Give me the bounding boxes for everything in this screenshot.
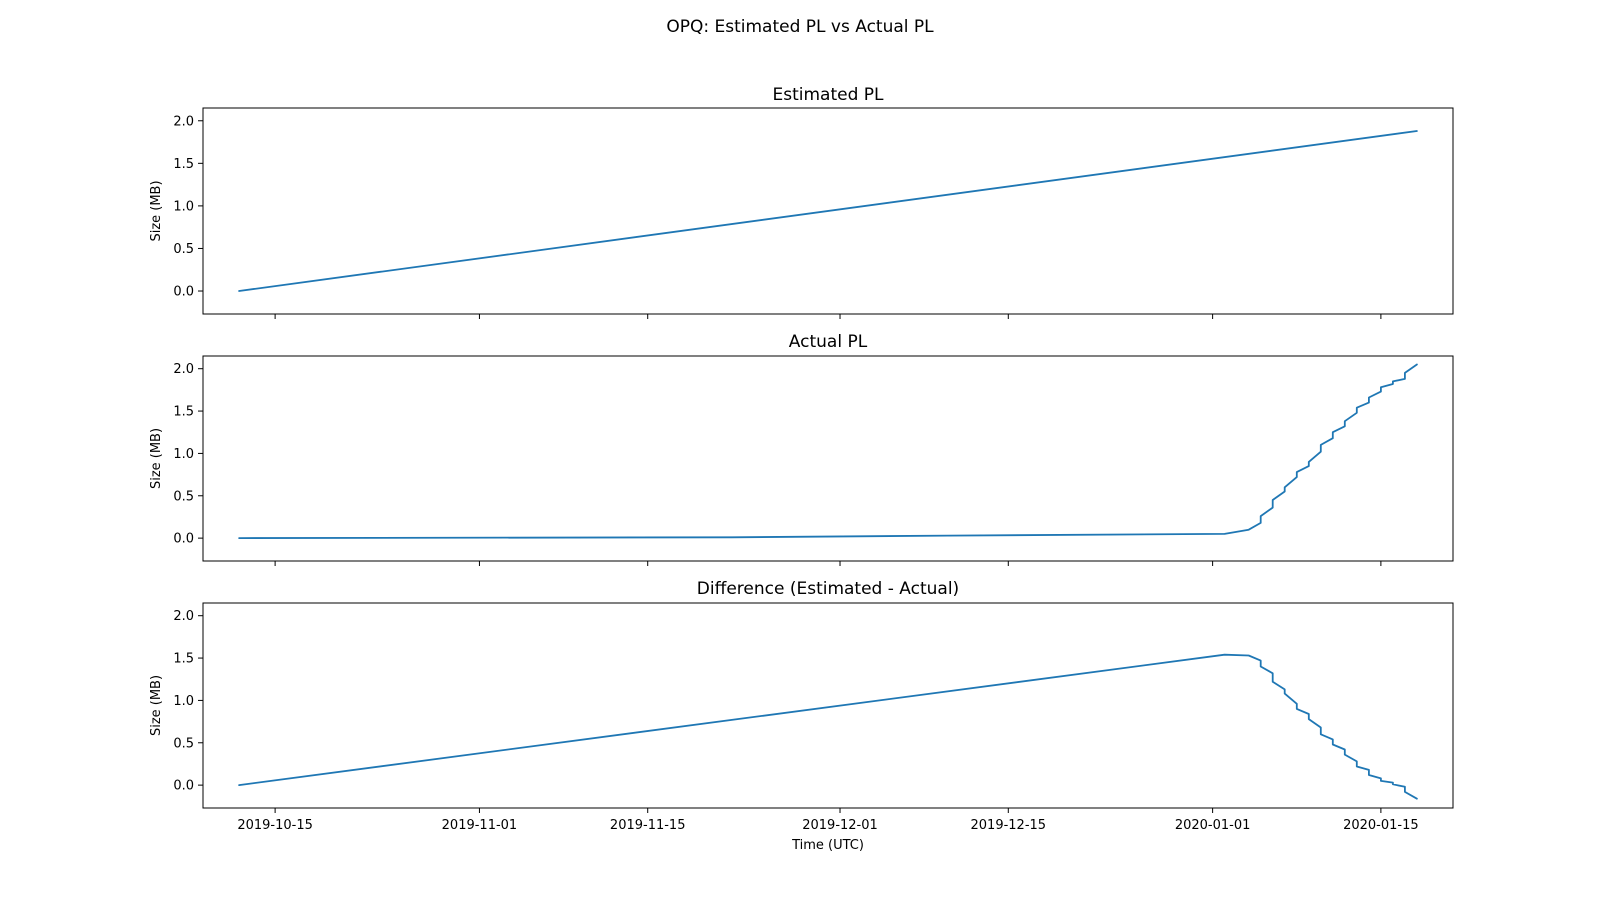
x-tick-label: 2019-12-15 [971, 818, 1047, 833]
x-tick-label: 2019-11-15 [610, 818, 686, 833]
series-line-1 [238, 653, 1418, 800]
y-tick-label: 0.0 [173, 532, 194, 547]
figure-title: OPQ: Estimated PL vs Actual PL [666, 17, 934, 37]
y-tick-label: 1.5 [173, 652, 194, 667]
x-tick-label: 2019-12-01 [802, 818, 878, 833]
y-tick-label: 1.0 [173, 447, 194, 462]
x-tick-label: 2020-01-15 [1343, 818, 1419, 833]
y-tick-label: 1.0 [173, 199, 194, 214]
subplot-3: Difference (Estimated - Actual) Size (MB)… [149, 579, 1454, 833]
x-tick-label: 2019-10-15 [237, 818, 313, 833]
y-tick-label: 0.5 [173, 489, 194, 504]
axes-frame [202, 602, 1454, 809]
y-axis-label: Size (MB) [149, 428, 164, 489]
y-tick-label: 2.0 [173, 114, 194, 129]
series-line-1 [238, 363, 1418, 539]
axes-frame [202, 107, 1454, 315]
y-tick-label: 1.5 [173, 405, 194, 420]
subplot-2: Actual PL Size (MB) 0.0 0.5 1.0 1.5 2.0 [149, 332, 1454, 566]
y-tick-label: 0.5 [173, 736, 194, 751]
y-tick-label: 0.0 [173, 285, 194, 300]
y-tick-label: 0.0 [173, 779, 194, 794]
y-tick-label: 2.0 [173, 609, 194, 624]
series-line-1 [238, 130, 1418, 292]
y-tick-label: 2.0 [173, 362, 194, 377]
subplot-title: Estimated PL [772, 85, 884, 105]
axes-frame [202, 355, 1454, 562]
subplot-title: Difference (Estimated - Actual) [697, 579, 959, 599]
y-axis-label: Size (MB) [149, 675, 164, 736]
y-tick-label: 0.5 [173, 242, 194, 257]
x-tick-label: 2020-01-01 [1175, 818, 1251, 833]
y-tick-label: 1.0 [173, 694, 194, 709]
y-tick-label: 1.5 [173, 157, 194, 172]
subplot-1: Estimated PL Size (MB) 0.0 0.5 1.0 1.5 2.0 [149, 85, 1454, 319]
x-tick-label: 2019-11-01 [442, 818, 518, 833]
subplot-title: Actual PL [789, 332, 868, 352]
y-axis-label: Size (MB) [149, 180, 164, 241]
x-axis-label: Time (UTC) [791, 838, 864, 853]
